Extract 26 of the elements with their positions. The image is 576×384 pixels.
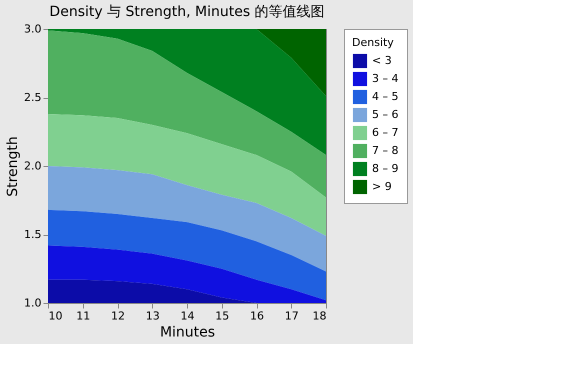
y-tick-label: 1.0 xyxy=(24,296,42,310)
x-tick-label: 10 xyxy=(48,310,62,322)
legend-label: 5 – 6 xyxy=(372,108,398,121)
legend-label: 4 – 5 xyxy=(372,90,398,103)
x-tick-label: 14 xyxy=(180,310,194,322)
x-tick-label: 13 xyxy=(146,310,160,322)
x-tick-label: 18 xyxy=(312,310,326,322)
y-tick-label: 1.5 xyxy=(24,228,42,241)
x-tick-label: 11 xyxy=(76,310,90,322)
chart-title: Density 与 Strength, Minutes 的等值线图 xyxy=(49,4,325,20)
x-tick-label: 15 xyxy=(215,310,230,322)
y-axis-title: Strength xyxy=(5,136,22,197)
y-tick-label: 2.0 xyxy=(24,160,42,172)
x-tick-label: 12 xyxy=(111,310,125,322)
x-tick-label: 17 xyxy=(284,310,299,322)
y-tick-label: 3.0 xyxy=(24,22,42,36)
x-tick-label: 16 xyxy=(250,310,264,322)
legend-label: 8 – 9 xyxy=(372,162,398,175)
legend-label: 6 – 7 xyxy=(372,126,398,139)
y-tick-label: 2.5 xyxy=(24,91,42,104)
legend-label: < 3 xyxy=(372,54,392,67)
legend-label: 7 – 8 xyxy=(372,144,398,157)
legend-label: 3 – 4 xyxy=(372,72,398,85)
legend-label: > 9 xyxy=(372,180,392,193)
x-axis-title: Minutes xyxy=(160,324,216,340)
legend-title: Density xyxy=(352,36,394,49)
